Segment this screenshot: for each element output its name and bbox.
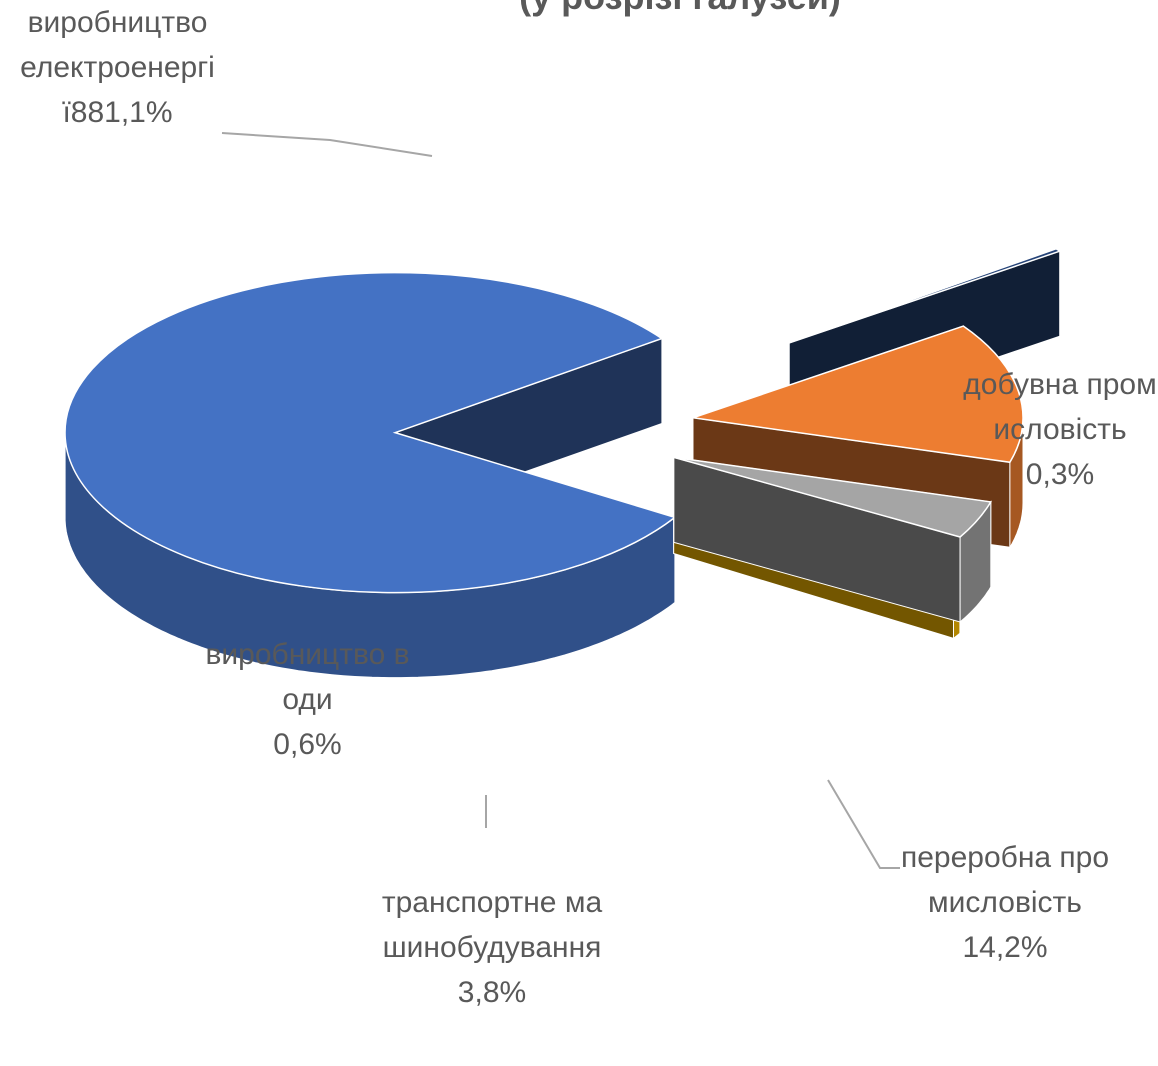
slice xyxy=(64,271,677,594)
chart-title: (у розрізі галузей) xyxy=(380,0,980,18)
leader-line xyxy=(827,779,900,869)
slice xyxy=(788,247,1062,344)
value-label: 0,3% xyxy=(1025,458,1095,491)
category-label: добувна промисловість xyxy=(963,368,1157,446)
value-label: 3,8% xyxy=(457,976,527,1009)
slice xyxy=(673,456,993,538)
category-label: переробна промисловість xyxy=(900,841,1110,919)
data-label: добувна промисловість 0,3% xyxy=(960,362,1158,497)
value-label: 81,1% xyxy=(87,96,173,129)
category-label: транспортне машинобудування xyxy=(381,886,603,964)
value-label: 14,2% xyxy=(962,931,1048,964)
data-label: виробництво води 0,6% xyxy=(205,632,410,767)
slice xyxy=(692,325,1024,464)
value-label: 0,6% xyxy=(273,728,342,761)
data-label: переробна промисловість 14,2% xyxy=(900,835,1110,970)
category-label: виробництво електроенергії8 xyxy=(20,6,215,129)
data-label: виробництво електроенергії881,1% xyxy=(20,0,215,135)
leader-line xyxy=(221,132,433,157)
data-label: транспортне машинобудування 3,8% xyxy=(372,880,612,1015)
category-label: виробництво води xyxy=(205,638,410,716)
